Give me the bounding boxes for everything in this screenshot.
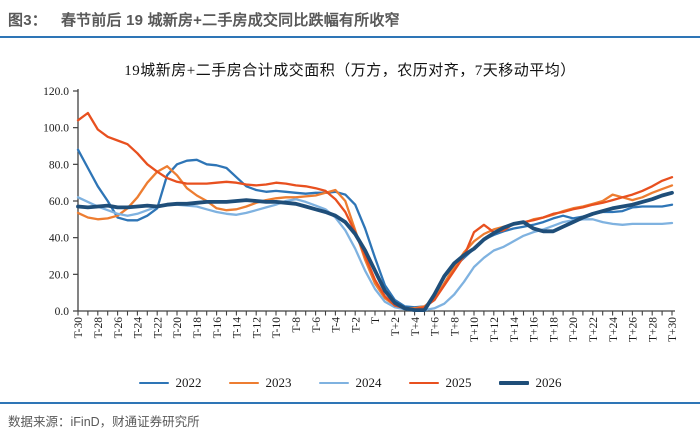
x-tick-label: T-16 — [212, 317, 224, 339]
chart-title: 19城新房+二手房合计成交面积（万方，农历对齐，7天移动平均） — [124, 63, 576, 79]
line-chart: 0.0 20.0 40.0 60.0 80.0 100.0 120.0 T-30 T-28 T-2… — [43, 86, 679, 342]
series-line-2022 — [76, 148, 674, 309]
series-line-2025 — [76, 111, 674, 311]
legend-item-2026: 2026 — [498, 375, 562, 391]
figure-title: 春节前后 19 城新房+二手房成交同比跌幅有所收窄 — [60, 12, 400, 29]
x-tick-label: T+18 — [548, 317, 560, 342]
legend-label: 2025 — [445, 375, 472, 390]
legend-item-2023: 2023 — [228, 375, 292, 391]
legend-swatch-2024 — [318, 381, 349, 385]
y-tick-label: 100.0 — [43, 123, 69, 135]
x-tick-label: T+2 — [390, 317, 402, 337]
x-tick-label: T-4 — [331, 317, 343, 333]
x-tick-label: T-26 — [113, 317, 125, 339]
x-tick-label: T-20 — [172, 317, 184, 339]
x-tick-label: T-12 — [251, 317, 263, 339]
x-tick-label: T — [370, 317, 382, 324]
x-tick-label: T+16 — [529, 317, 541, 342]
y-tick-label: 120.0 — [43, 86, 69, 98]
legend-swatch-2023 — [228, 381, 259, 385]
x-tick-label: T-30 — [73, 317, 85, 339]
x-tick-label: T-10 — [271, 317, 283, 339]
x-tick-label: T+20 — [568, 317, 580, 342]
x-tick-label: T+22 — [588, 317, 600, 342]
legend-label: 2022 — [175, 375, 202, 390]
x-tick-label: T-6 — [311, 317, 323, 333]
series-line-2024 — [76, 196, 674, 312]
x-tick-label: T-8 — [291, 317, 303, 333]
x-tick-label: T+4 — [410, 317, 422, 337]
legend-swatch-2022 — [138, 381, 169, 385]
x-tick-label: T+24 — [608, 317, 620, 342]
x-tick-label: T+8 — [449, 317, 461, 337]
legend-label: 2024 — [355, 375, 382, 390]
legend-swatch-2025 — [408, 381, 439, 385]
y-tick-label: 20.0 — [49, 269, 69, 281]
series-line-2026 — [76, 190, 674, 313]
figure-header: 图3： 春节前后 19 城新房+二手房成交同比跌幅有所收窄 — [0, 0, 700, 34]
plot-area: 0.0 20.0 40.0 60.0 80.0 100.0 120.0 T-30 T-28 T-2… — [0, 84, 700, 371]
y-tick-label: 40.0 — [49, 233, 69, 245]
x-tick-label: T+28 — [647, 317, 659, 342]
figure-number: 图3： — [8, 12, 47, 29]
x-tick-label: T+30 — [667, 317, 679, 342]
legend-item-2022: 2022 — [138, 375, 202, 391]
data-source: 数据来源：iFinD，财通证券研究所 — [8, 415, 200, 429]
x-tick-label: T-28 — [93, 317, 105, 339]
y-tick-label: 60.0 — [49, 196, 69, 208]
footer-divider — [0, 402, 700, 404]
x-tick-label: T+6 — [430, 317, 442, 337]
chart-legend: 2022 2023 2024 2025 2026 — [0, 373, 700, 393]
y-tick-label: 80.0 — [49, 159, 69, 171]
x-tick-label: T+14 — [509, 317, 521, 342]
x-tick-label: T+10 — [469, 317, 481, 342]
x-tick-label: T+12 — [489, 317, 501, 342]
legend-label: 2023 — [265, 375, 292, 390]
legend-item-2025: 2025 — [408, 375, 472, 391]
y-tick-label: 0.0 — [55, 306, 70, 318]
header-divider — [0, 36, 700, 38]
x-tick-label: T-14 — [232, 317, 244, 339]
x-tick-label: T-22 — [152, 317, 164, 339]
legend-swatch-2026 — [498, 381, 529, 385]
x-tick-label: T-18 — [192, 317, 204, 339]
x-tick-label: T-2 — [350, 317, 362, 333]
x-tick-label: T+26 — [628, 317, 640, 342]
x-tick-label: T-24 — [133, 317, 145, 339]
legend-item-2024: 2024 — [318, 375, 382, 391]
legend-label: 2026 — [535, 375, 562, 390]
